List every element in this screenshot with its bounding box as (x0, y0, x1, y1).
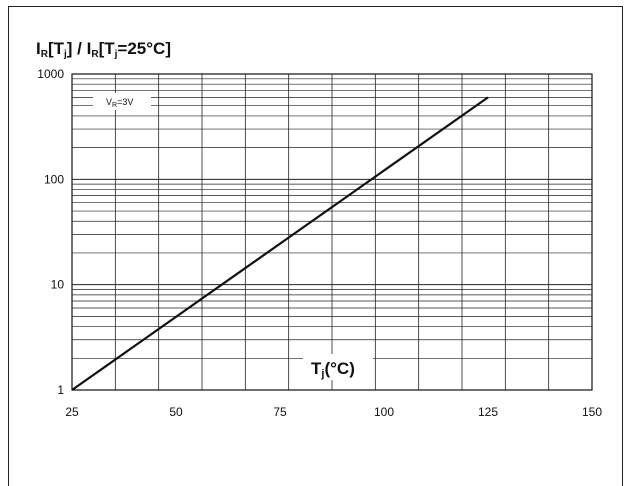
x-axis-label: Tj(°C) (311, 359, 355, 380)
x-tick-label: 25 (65, 405, 79, 419)
x-tick-label: 125 (478, 405, 498, 419)
x-tick-labels: 25 50 75 100 125 150 (65, 405, 602, 419)
x-tick-label: 50 (169, 405, 183, 419)
annotation-box (93, 93, 151, 110)
x-tick-label: 150 (582, 405, 602, 419)
xlabel-box (303, 354, 373, 380)
chart-frame (8, 6, 623, 486)
y-tick-label: 1 (57, 383, 64, 397)
y-tick-label: 10 (51, 278, 65, 292)
x-tick-label: 100 (374, 405, 394, 419)
y-tick-labels: 1 10 100 1000 (37, 67, 64, 397)
annotation-vr: VR=3V (106, 97, 133, 109)
series-layer (71, 96, 489, 391)
y-tick-label: 1000 (37, 67, 64, 81)
series-line (71, 96, 489, 391)
chart-title: IR[Tj] / IR[Tj=25°C] (36, 39, 171, 60)
grid (71, 73, 593, 391)
y-tick-label: 100 (44, 172, 64, 186)
x-tick-label: 75 (273, 405, 287, 419)
